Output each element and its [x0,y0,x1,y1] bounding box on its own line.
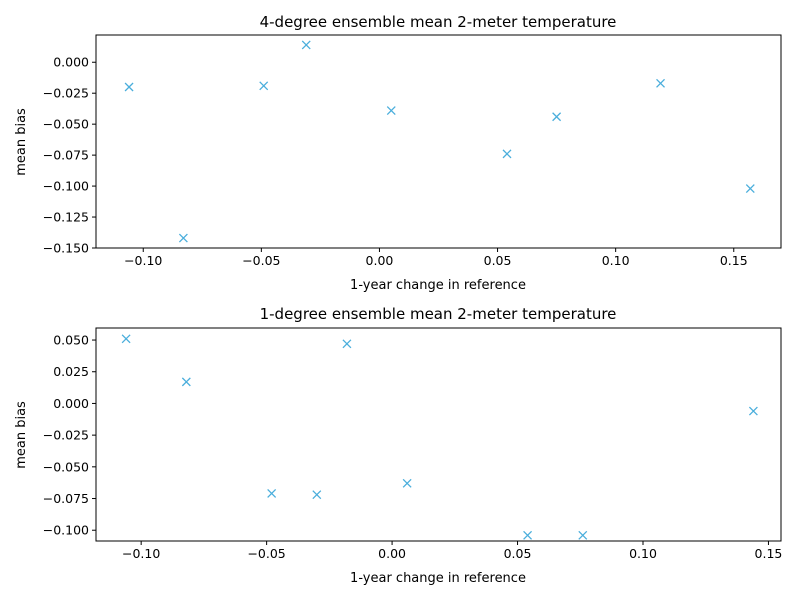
y-tick-label: 0.050 [53,333,89,348]
data-point-marker [267,488,277,498]
x-tick-label: 0.00 [378,546,406,561]
x-tick-label: 0.05 [504,546,532,561]
y-tick-label: 0.025 [53,364,89,379]
x-axis-label: 1-year change in reference [350,278,526,293]
data-point-marker [312,490,322,500]
x-axis-label: 1-year change in reference [350,571,526,586]
x-tick-label: 0.00 [366,253,394,268]
y-tick-label: −0.125 [43,210,89,225]
x-tick-label: −0.05 [242,253,280,268]
data-point-marker [301,40,311,50]
x-axis-ticks: −0.10 −0.05 0.00 0.05 0.10 0.15 [124,248,748,268]
data-points [121,334,758,540]
y-tick-label: −0.075 [43,148,89,163]
chart-title: 4-degree ensemble mean 2-meter temperatu… [260,13,617,31]
chart-panel-top: 4-degree ensemble mean 2-meter temperatu… [14,13,782,293]
data-point-marker [259,81,269,91]
y-axis-label: mean bias [14,108,29,176]
y-tick-label: −0.100 [43,179,89,194]
y-tick-label: −0.050 [43,459,89,474]
x-tick-label: 0.05 [484,253,512,268]
x-axis-ticks: −0.10 −0.05 0.00 0.05 0.10 0.15 [122,541,782,561]
y-tick-label: −0.075 [43,491,89,506]
data-point-marker [124,82,134,92]
x-tick-label: −0.05 [247,546,285,561]
x-tick-label: 0.10 [602,253,630,268]
data-points [124,40,755,243]
data-point-marker [748,406,758,416]
data-point-marker [181,377,191,387]
y-tick-label: −0.150 [43,241,89,256]
y-tick-label: −0.050 [43,117,89,132]
data-point-marker [578,530,588,540]
y-axis-ticks: 0.000 −0.025 −0.050 −0.075 −0.100 −0.125 −0.15… [43,55,96,256]
data-point-marker [386,106,396,116]
y-tick-label: 0.000 [53,396,89,411]
y-tick-label: −0.025 [43,86,89,101]
x-tick-label: −0.10 [124,253,162,268]
plot-frame [95,34,782,249]
x-tick-label: 0.15 [755,546,783,561]
data-point-marker [402,478,412,488]
y-axis-ticks: 0.050 0.025 0.000 −0.025 −0.050 −0.075 −0.100 [43,333,96,538]
chart-panel-bottom: 1-degree ensemble mean 2-meter temperatu… [14,305,782,586]
y-tick-label: −0.025 [43,428,89,443]
data-point-marker [121,334,131,344]
plot-frame [95,327,782,542]
y-tick-label: 0.000 [53,55,89,70]
data-point-marker [502,149,512,159]
y-axis-label: mean bias [14,401,29,469]
x-tick-label: 0.10 [629,546,657,561]
chart-title: 1-degree ensemble mean 2-meter temperatu… [260,305,617,323]
data-point-marker [342,339,352,349]
x-tick-label: 0.15 [720,253,748,268]
data-point-marker [523,530,533,540]
data-point-marker [656,78,665,88]
data-point-marker [552,112,562,122]
y-tick-label: −0.100 [43,523,89,538]
x-tick-label: −0.10 [122,546,160,561]
data-point-marker [178,233,188,243]
data-point-marker [745,184,755,194]
